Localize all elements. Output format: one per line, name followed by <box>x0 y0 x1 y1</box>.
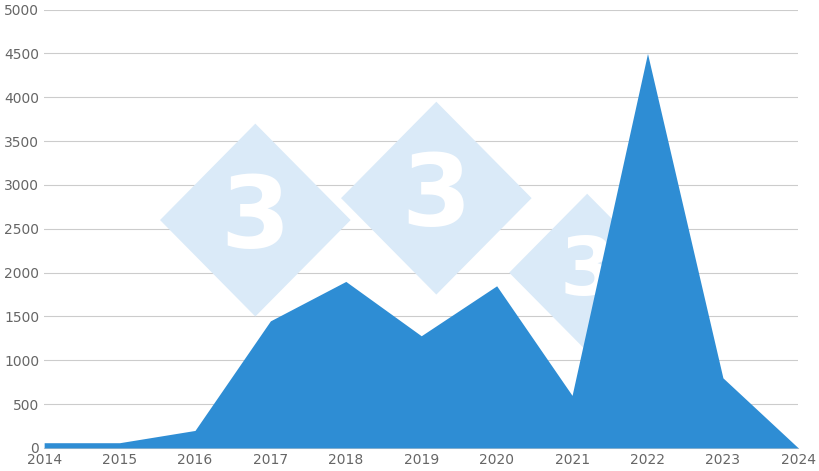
Polygon shape <box>160 123 351 317</box>
Text: 3: 3 <box>559 234 614 312</box>
Polygon shape <box>509 194 664 351</box>
Polygon shape <box>341 102 531 294</box>
Text: 3: 3 <box>220 171 290 268</box>
Text: 3: 3 <box>401 150 471 247</box>
